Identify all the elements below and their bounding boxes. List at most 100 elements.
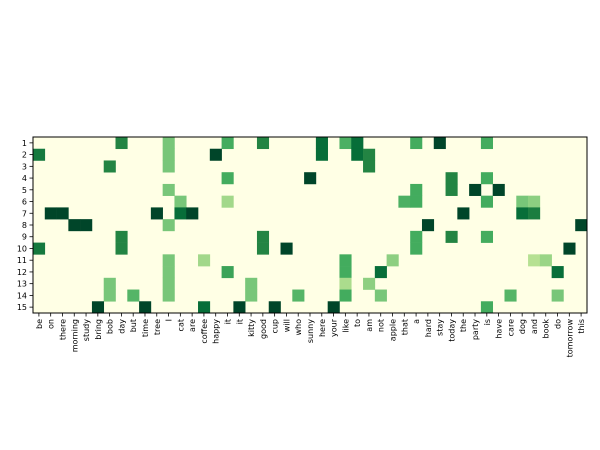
heatmap-cell [351,148,364,161]
y-tick-label: 10 [17,244,27,253]
heatmap-cell [304,172,317,185]
x-tick-label: it [235,319,244,324]
y-tick-label: 2 [22,151,27,160]
heatmap-cell [162,148,175,161]
heatmap-cell [492,183,505,196]
x-tick-label: morning [70,319,79,352]
heatmap-cell [539,254,552,267]
heatmap-cell [268,301,281,314]
heatmap-cells [33,137,588,314]
heatmap-cell [162,254,175,267]
heatmap-cell [174,207,187,220]
x-tick-label: kitty [247,319,256,337]
x-tick-label: cat [176,319,185,331]
y-tick-label: 7 [22,209,27,218]
heatmap-cell [115,242,128,255]
heatmap-cell [528,195,541,208]
heatmap-cell [186,207,199,220]
x-tick-label: will [282,319,291,332]
x-tick-label: who [294,319,303,336]
x-tick-label: book [542,319,551,339]
x-tick-label: a [412,319,421,324]
heatmap-cell [386,254,399,267]
y-tick-label: 9 [22,233,27,242]
heatmap-cell [339,289,352,302]
x-tick-label: coffee [200,319,209,344]
y-tick-label: 5 [22,186,27,195]
heatmap-cell [209,148,222,161]
heatmap-cell [162,289,175,302]
heatmap-cell [292,289,305,302]
heatmap-cell [339,266,352,279]
heatmap-cell [363,160,376,173]
y-tick-label: 4 [22,174,27,183]
heatmap-cell [103,160,116,173]
heatmap-cell [315,137,328,150]
heatmap-cell [528,207,541,220]
heatmap-cell [339,137,352,150]
x-tick-label: time [141,319,150,337]
heatmap-cell [162,137,175,150]
x-tick-label: but [129,319,138,332]
heatmap-cell [127,289,140,302]
heatmap-cell [551,289,564,302]
heatmap-cell [445,172,458,185]
heatmap-cell [174,195,187,208]
heatmap-cell [162,277,175,290]
heatmap-cell [256,230,270,243]
heatmap-cell [162,183,175,196]
x-tick-label: do [554,319,563,329]
x-tick-label: study [82,319,91,341]
heatmap-cell [327,301,340,314]
heatmap-cell [410,137,423,150]
heatmap-cell [33,242,46,255]
x-tick-label: care [506,319,515,336]
heatmap-cell [575,219,588,232]
x-tick-label: tree [153,319,162,335]
x-tick-label: dog [518,319,527,334]
heatmap-cell [198,254,211,267]
heatmap-cell [68,219,81,232]
heatmap-cell [115,137,128,150]
x-tick-label: on [47,319,56,329]
heatmap-cell [398,195,411,208]
heatmap-cell [457,207,470,220]
heatmap-cell [33,148,46,161]
heatmap-cell [162,266,175,279]
x-tick-label: sunny [306,319,315,343]
x-tick-label: like [341,319,350,333]
heatmap-cell [233,301,246,314]
heatmap-cell [410,242,423,255]
heatmap-cell [198,301,211,314]
heatmap-cell [410,230,423,243]
heatmap-cell [162,219,175,232]
x-tick-label: to [353,319,362,327]
x-tick-label: bring [94,319,103,340]
x-tick-label: bob [106,319,115,334]
heatmap-cell [551,266,564,279]
heatmap-cell [351,137,364,150]
x-tick-label: it [223,319,232,324]
x-tick-label: there [58,319,67,340]
x-tick-label: are [188,319,197,332]
heatmap-cell [480,301,494,314]
y-tick-label: 12 [17,268,27,277]
x-tick-label: day [117,319,126,334]
heatmap-cell [315,148,328,161]
heatmap-cell [445,230,458,243]
y-tick-label: 3 [22,162,27,171]
heatmap-cell [339,277,352,290]
heatmap-cell [528,254,541,267]
heatmap-cell [91,301,105,314]
heatmap-cell [103,277,116,290]
heatmap-cell [410,183,423,196]
heatmap-cell [56,207,69,220]
heatmap-cell [339,254,352,267]
heatmap-cell [480,137,494,150]
heatmap-cell [563,242,576,255]
heatmap-cell [80,219,93,232]
heatmap-cell [256,242,270,255]
heatmap-cell [433,137,446,150]
